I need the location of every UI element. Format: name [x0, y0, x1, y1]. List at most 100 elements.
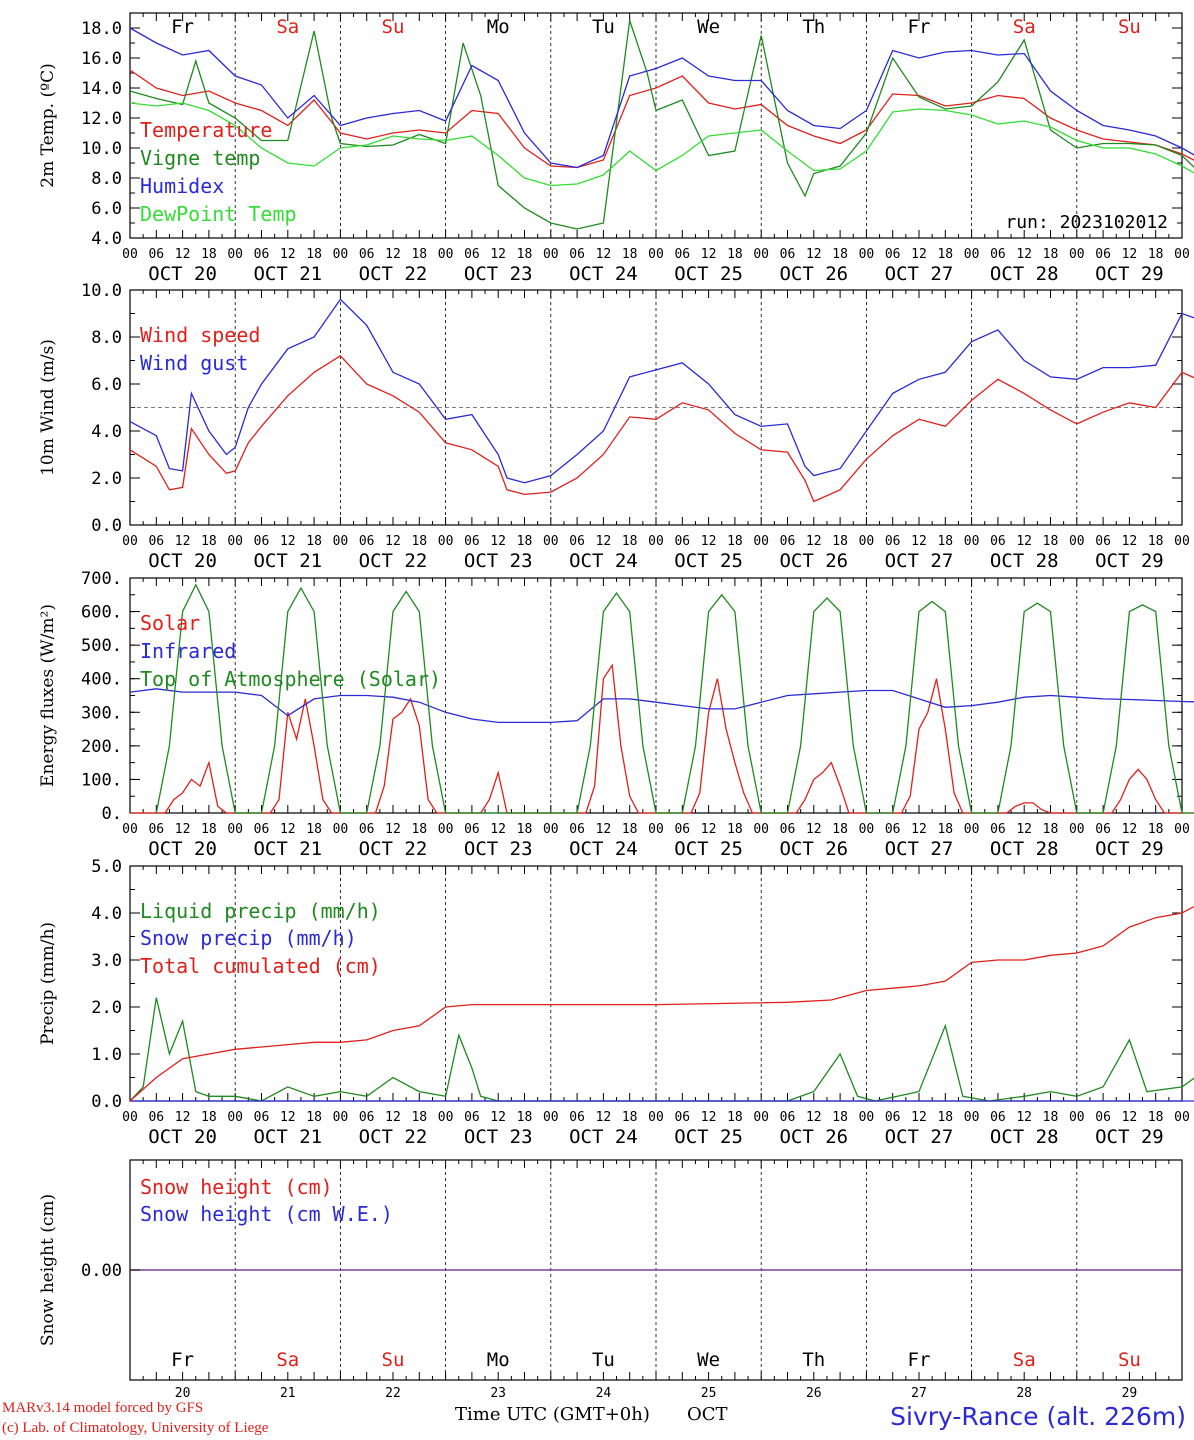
- x-tick-label: 00: [648, 822, 664, 837]
- x-tick-label: 06: [254, 822, 270, 837]
- weekday-label: Mo: [487, 1349, 510, 1371]
- x-tick-label: 06: [990, 822, 1006, 837]
- y-tick-label: 4.0: [91, 422, 122, 442]
- x-tick-label: 12: [385, 1110, 401, 1125]
- x-tick-label: 00: [1174, 822, 1190, 837]
- day-number: 26: [806, 1386, 822, 1401]
- x-tick-label: 12: [911, 822, 927, 837]
- series-line: [129, 20, 1194, 230]
- weekday-label: Th: [802, 1349, 825, 1371]
- x-tick-label: 00: [438, 822, 454, 837]
- x-tick-label: 06: [1095, 247, 1111, 262]
- weekday-label: Sa: [276, 16, 299, 38]
- panel-2: 10m Wind (m/s) 0.0 2.0 4.0 6.0 8.0 10.0 Wind sp…: [38, 281, 1194, 572]
- x-tick-label: 18: [1043, 534, 1059, 549]
- y-tick-label: 12.0: [81, 109, 122, 129]
- x-tick-label: 00: [543, 247, 559, 262]
- x-tick-label: 06: [464, 1110, 480, 1125]
- y-tick-label: 400.: [81, 670, 122, 690]
- y-tick-label: 300.: [81, 703, 122, 723]
- date-label: OCT 21: [253, 1126, 322, 1148]
- date-label: OCT 26: [779, 263, 848, 285]
- date-label: OCT 23: [464, 1126, 533, 1148]
- weekday-label: Tu: [592, 1349, 615, 1371]
- x-tick-label: 18: [1043, 247, 1059, 262]
- weekday-label: Su: [1118, 1349, 1141, 1371]
- x-tick-label: 06: [569, 1110, 585, 1125]
- date-label: OCT 27: [885, 263, 954, 285]
- x-tick-label: 06: [780, 247, 796, 262]
- x-tick-label: 18: [1148, 822, 1164, 837]
- series-line: [129, 298, 1194, 484]
- x-tick-label: 06: [359, 1110, 375, 1125]
- x-tick-label: 18: [517, 1110, 533, 1125]
- y-axis-label: Energy fluxes (W/m²): [38, 604, 58, 787]
- legend-entry: Wind gust: [140, 351, 248, 375]
- x-tick-label: 18: [622, 534, 638, 549]
- y-tick-label: 700.: [81, 569, 122, 589]
- date-label: OCT 21: [253, 550, 322, 572]
- y-tick-label: 14.0: [81, 79, 122, 99]
- legend-entry: Wind speed: [140, 323, 260, 347]
- y-axis-label: 10m Wind (m/s): [38, 339, 58, 476]
- x-tick-label: 06: [569, 822, 585, 837]
- x-tick-label: 00: [964, 247, 980, 262]
- series-line: [129, 905, 1194, 1102]
- x-tick-label: 18: [306, 1110, 322, 1125]
- x-tick-label: 00: [333, 822, 349, 837]
- x-tick-label: 06: [780, 1110, 796, 1125]
- x-tick-label: 06: [359, 822, 375, 837]
- x-tick-label: 00: [648, 1110, 664, 1125]
- x-tick-label: 06: [885, 1110, 901, 1125]
- x-tick-label: 00: [333, 1110, 349, 1125]
- day-number: 20: [175, 1386, 191, 1401]
- x-tick-label: 00: [227, 247, 243, 262]
- x-tick-label: 00: [438, 534, 454, 549]
- weekday-label: Sa: [1013, 1349, 1036, 1371]
- x-tick-label: 00: [1069, 822, 1085, 837]
- x-tick-label: 06: [1095, 822, 1111, 837]
- x-tick-label: 12: [280, 247, 296, 262]
- x-tick-label: 00: [964, 534, 980, 549]
- x-tick-label: 00: [1069, 534, 1085, 549]
- weekday-label: Su: [382, 1349, 405, 1371]
- date-label: OCT 26: [779, 550, 848, 572]
- y-tick-label: 16.0: [81, 49, 122, 69]
- x-tick-label: 00: [543, 534, 559, 549]
- y-tick-label: 200.: [81, 737, 122, 757]
- x-tick-label: 12: [701, 247, 717, 262]
- x-tick-label: 00: [859, 247, 875, 262]
- x-tick-label: 06: [254, 534, 270, 549]
- y-tick-label: 5.0: [91, 857, 122, 877]
- x-tick-label: 18: [411, 822, 427, 837]
- y-tick-label: 600.: [81, 603, 122, 623]
- x-tick-label: 00: [543, 822, 559, 837]
- day-number: 28: [1016, 1386, 1032, 1401]
- x-tick-label: 12: [490, 822, 506, 837]
- x-tick-label: 12: [806, 822, 822, 837]
- date-label: OCT 20: [148, 838, 217, 860]
- y-tick-label: 8.0: [91, 169, 122, 189]
- y-tick-label: 18.0: [81, 19, 122, 39]
- date-label: OCT 24: [569, 838, 638, 860]
- x-tick-label: 06: [569, 534, 585, 549]
- x-tick-label: 12: [1016, 1110, 1032, 1125]
- x-tick-label: 00: [122, 822, 138, 837]
- x-tick-label: 06: [674, 822, 690, 837]
- legend-entry: Humidex: [140, 174, 224, 198]
- x-tick-label: 18: [622, 247, 638, 262]
- date-label: OCT 22: [359, 263, 428, 285]
- x-tick-label: 00: [333, 534, 349, 549]
- x-tick-label: 18: [517, 534, 533, 549]
- date-label: OCT 25: [674, 550, 743, 572]
- x-tick-label: 18: [411, 534, 427, 549]
- legend-entry: Liquid precip (mm/h): [140, 899, 381, 923]
- x-tick-label: 18: [1148, 247, 1164, 262]
- x-tick-label: 06: [674, 534, 690, 549]
- x-tick-label: 06: [569, 247, 585, 262]
- x-tick-label: 18: [832, 822, 848, 837]
- x-tick-label: 12: [911, 534, 927, 549]
- date-label: OCT 25: [674, 1126, 743, 1148]
- series-line: [129, 688, 1194, 724]
